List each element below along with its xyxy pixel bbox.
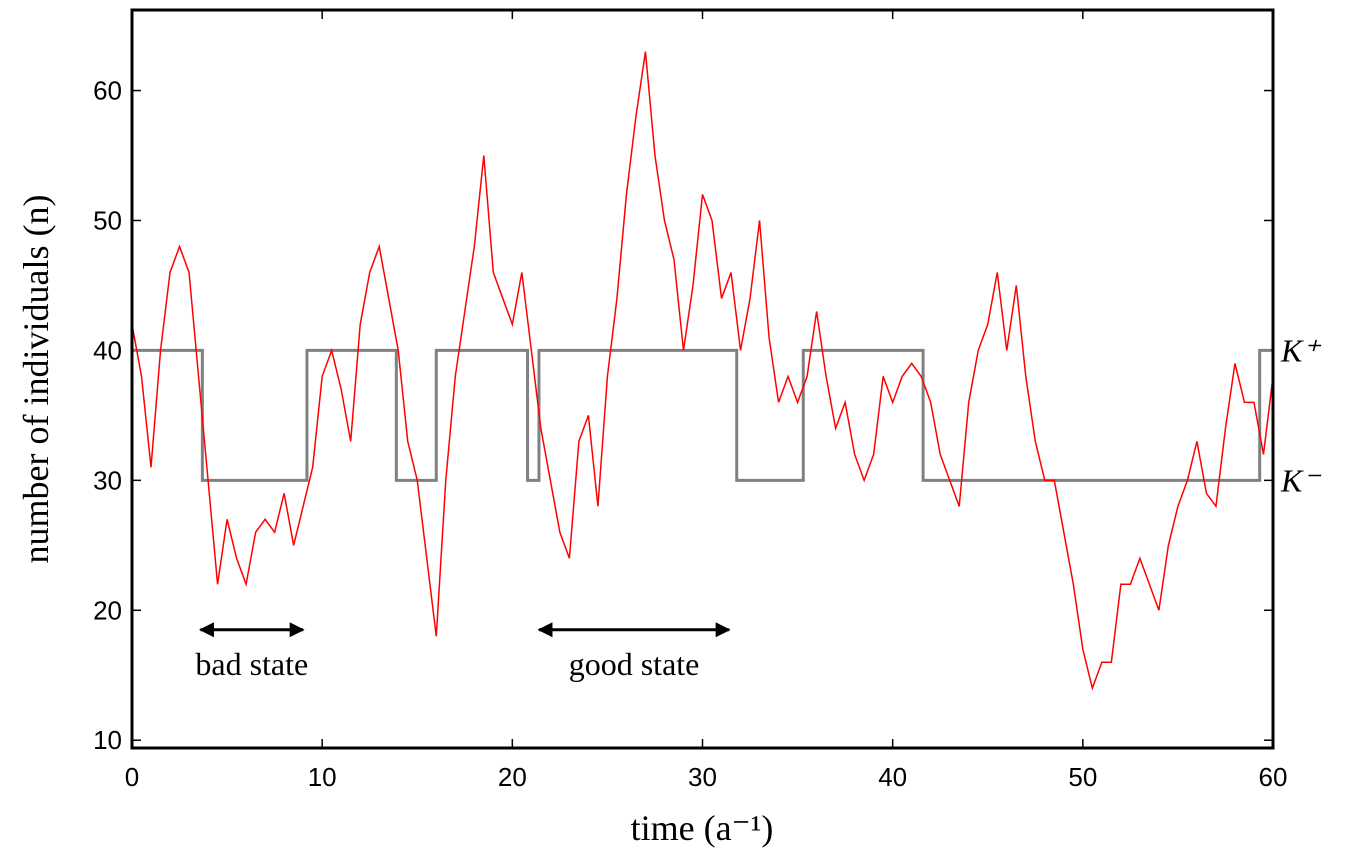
x-tick-label: 20 <box>498 762 527 792</box>
y-tick-label: 40 <box>93 335 122 365</box>
annotation: K⁻ <box>1280 462 1321 498</box>
x-tick-label: 40 <box>878 762 907 792</box>
x-axis-label: time (a⁻¹) <box>631 808 774 848</box>
y-tick-label: 30 <box>93 465 122 495</box>
y-tick-label: 20 <box>93 595 122 625</box>
x-tick-label: 10 <box>308 762 337 792</box>
annotation: bad state <box>195 646 308 682</box>
annotation: K⁺ <box>1280 332 1321 368</box>
x-tick-label: 0 <box>125 762 139 792</box>
y-axis-label: number of individuals (n) <box>16 195 56 564</box>
x-tick-label: 30 <box>688 762 717 792</box>
x-tick-label: 60 <box>1259 762 1288 792</box>
step-line <box>132 348 1273 482</box>
annotation: good state <box>569 646 700 682</box>
plot-frame <box>130 8 1275 750</box>
y-tick-label: 60 <box>93 76 122 106</box>
series-line <box>131 51 1274 691</box>
y-tick-label: 50 <box>93 205 122 235</box>
x-tick-label: 50 <box>1068 762 1097 792</box>
y-tick-label: 10 <box>93 725 122 755</box>
